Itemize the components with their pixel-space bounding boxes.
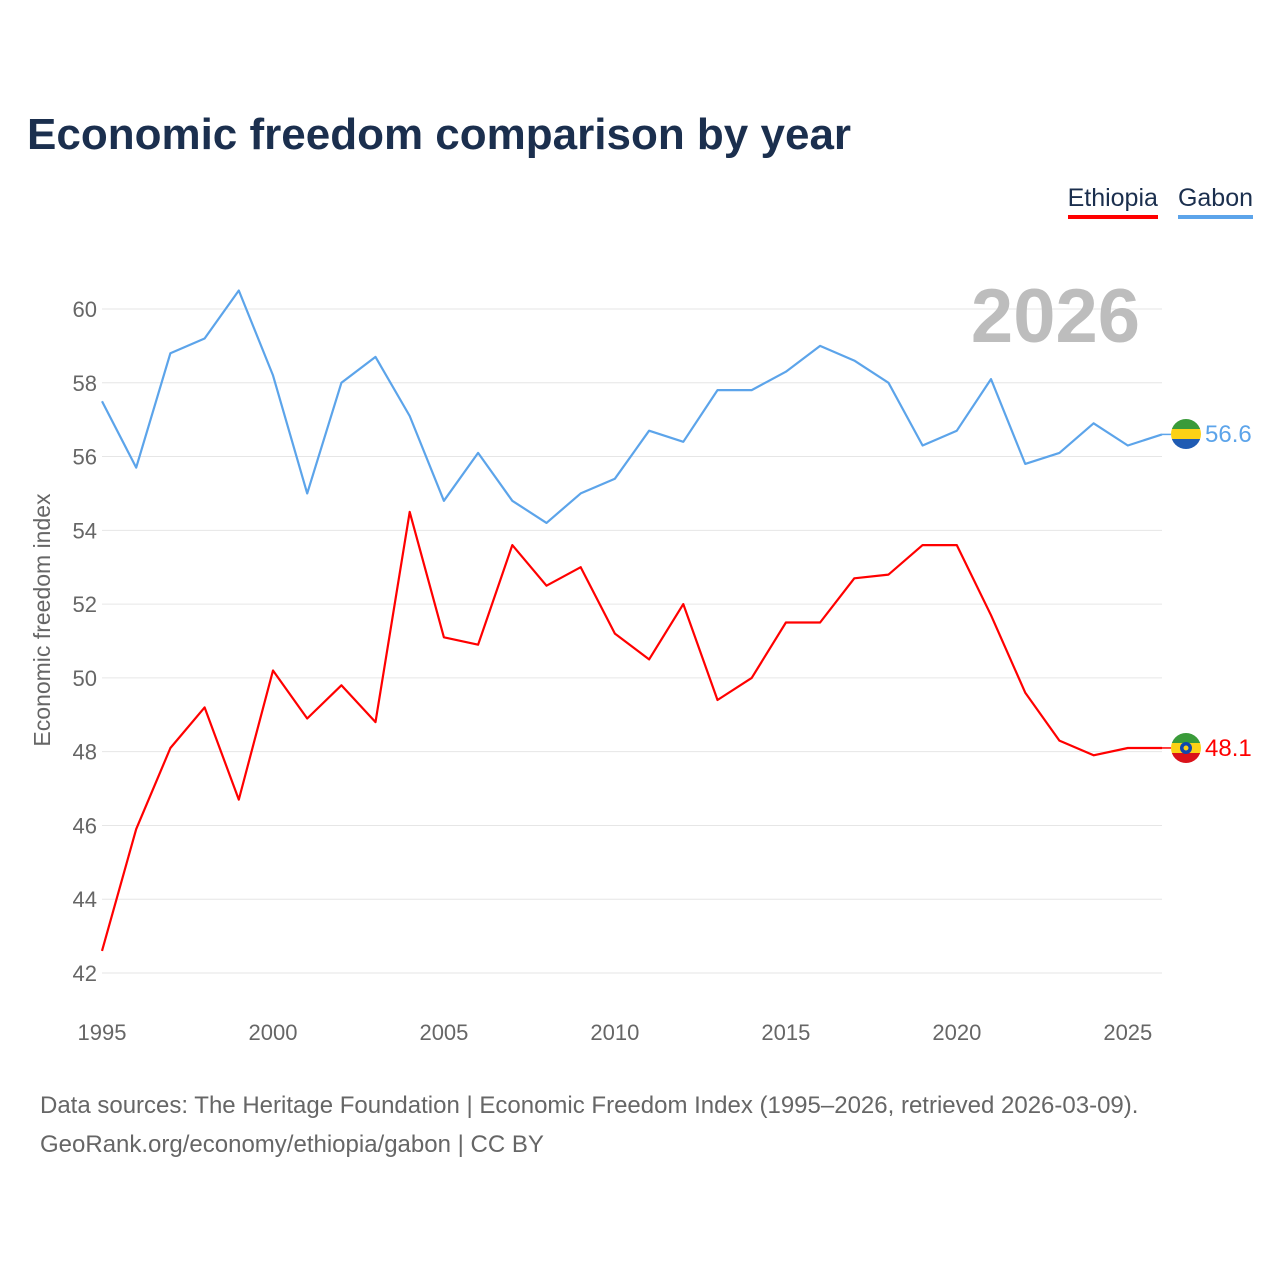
x-tick-label: 2005 [419,1020,468,1045]
footer: Data sources: The Heritage Foundation | … [40,1086,1138,1164]
y-tick-label: 44 [73,887,97,912]
gabon-flag-icon [1171,419,1201,449]
y-tick-label: 48 [73,740,97,765]
y-tick-label: 54 [73,518,97,543]
y-tick-label: 52 [73,592,97,617]
chart-title: Economic freedom comparison by year [27,110,852,159]
y-tick-label: 60 [73,297,97,322]
y-tick-label: 50 [73,666,97,691]
y-tick-label: 58 [73,371,97,396]
x-tick-label: 2025 [1103,1020,1152,1045]
legend-ethiopia[interactable]: Ethiopia [1067,184,1158,219]
y-tick-label: 42 [73,961,97,986]
source-link[interactable]: GeoRank.org/economy/ethiopia/gabon | CC … [40,1131,544,1158]
x-tick-label: 2000 [248,1020,297,1045]
y-axis-label: Economic freedom index [29,493,55,747]
y-tick-label: 46 [73,813,97,838]
data-source-text: Data sources: The Heritage Foundation | … [40,1092,1139,1119]
x-tick-label: 1995 [78,1020,127,1045]
year-watermark: 2026 [971,274,1140,359]
x-tick-label: 2020 [932,1020,981,1045]
series-line-gabon [101,289,1163,524]
ethiopia-flag-icon [1171,733,1201,763]
x-tick-label: 2015 [761,1020,810,1045]
ethiopia-end-label: 48.1 [1205,735,1252,762]
y-tick-label: 56 [73,445,97,470]
gabon-end-label: 56.6 [1205,421,1252,448]
legend-gabon[interactable]: Gabon [1177,184,1253,219]
series-line-ethiopia [100,510,1162,952]
legend: Ethiopia Gabon [1067,184,1253,219]
x-tick-label: 2010 [590,1020,639,1045]
